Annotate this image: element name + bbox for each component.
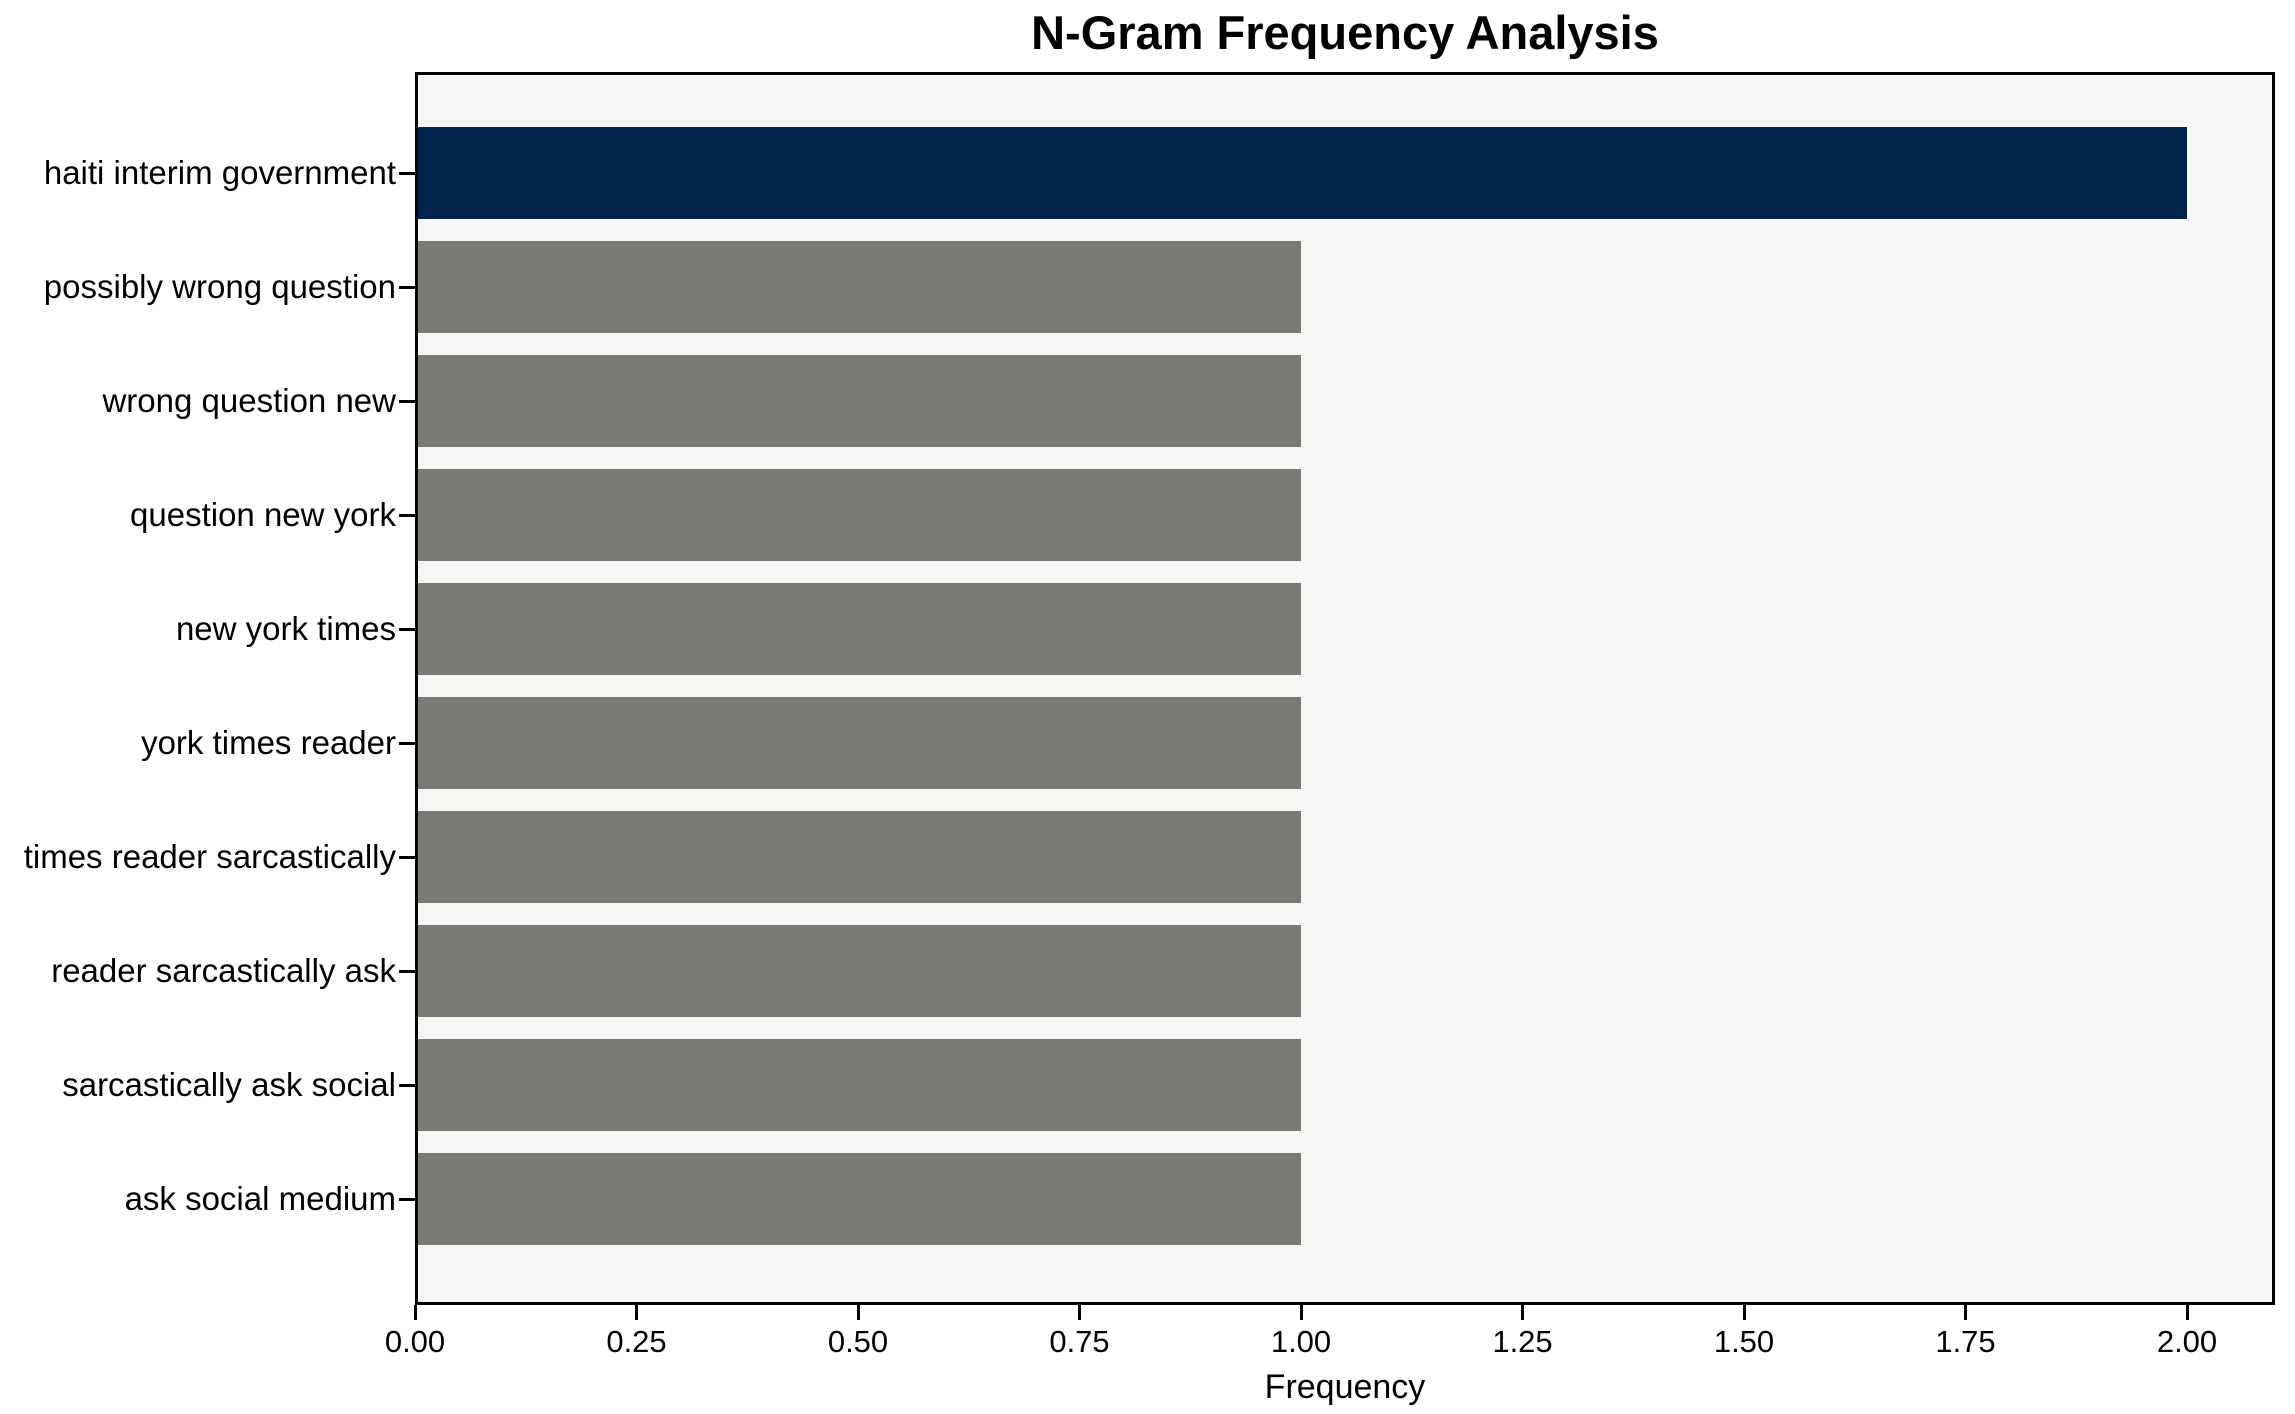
y-tick-mark [399, 285, 415, 289]
x-axis-label: Frequency [1264, 1368, 1426, 1406]
x-tick-mark [2185, 1305, 2189, 1320]
bar [418, 811, 1301, 903]
y-tick-mark [399, 399, 415, 403]
bar [418, 583, 1301, 675]
y-tick-label: reader sarcastically ask [51, 952, 396, 989]
chart-title: N-Gram Frequency Analysis [1031, 6, 1659, 59]
bar [418, 355, 1301, 447]
x-tick-mark [1299, 1305, 1303, 1320]
x-tick-mark [1964, 1305, 1967, 1320]
x-tick-label: 1.50 [1713, 1324, 1775, 1359]
bar [418, 127, 2187, 219]
y-tick-mark [399, 1083, 415, 1087]
x-tick-label: 0.75 [1049, 1324, 1110, 1359]
x-tick-mark [1742, 1305, 1746, 1320]
y-tick-label: new york times [175, 610, 396, 647]
x-tick-label: 1.00 [1270, 1324, 1332, 1359]
y-tick-mark [399, 855, 415, 859]
y-tick-mark [399, 1197, 415, 1201]
y-tick-mark [399, 627, 415, 631]
bar [418, 469, 1301, 561]
x-tick-label: 0.50 [827, 1324, 889, 1359]
y-tick-label: sarcastically ask social [62, 1066, 396, 1103]
y-tick-label: question new york [130, 496, 396, 533]
x-tick-label: 2.00 [2156, 1324, 2218, 1359]
y-tick-mark [399, 171, 415, 175]
y-tick-mark [399, 741, 415, 745]
x-tick-mark [635, 1305, 638, 1320]
bar [418, 241, 1301, 333]
x-tick-mark [856, 1305, 860, 1320]
bar [418, 1039, 1301, 1131]
x-tick-label: 0.25 [606, 1324, 667, 1359]
y-tick-mark [399, 513, 415, 517]
x-tick-mark [1521, 1305, 1524, 1320]
y-tick-label: ask social medium [124, 1180, 396, 1217]
y-tick-label: haiti interim government [43, 154, 396, 191]
x-tick-label: 1.75 [1935, 1324, 1996, 1359]
y-tick-label: times reader sarcastically [23, 838, 396, 875]
bar [418, 1153, 1301, 1245]
x-tick-mark [1078, 1305, 1081, 1320]
x-tick-label: 1.25 [1492, 1324, 1553, 1359]
x-tick-mark [413, 1305, 417, 1320]
bar [418, 925, 1301, 1017]
y-tick-label: wrong question new [102, 382, 396, 419]
y-tick-mark [399, 969, 415, 973]
y-tick-label: possibly wrong question [43, 268, 396, 305]
y-tick-label: york times reader [141, 724, 396, 761]
bar [418, 697, 1301, 789]
x-tick-label: 0.00 [384, 1324, 446, 1359]
